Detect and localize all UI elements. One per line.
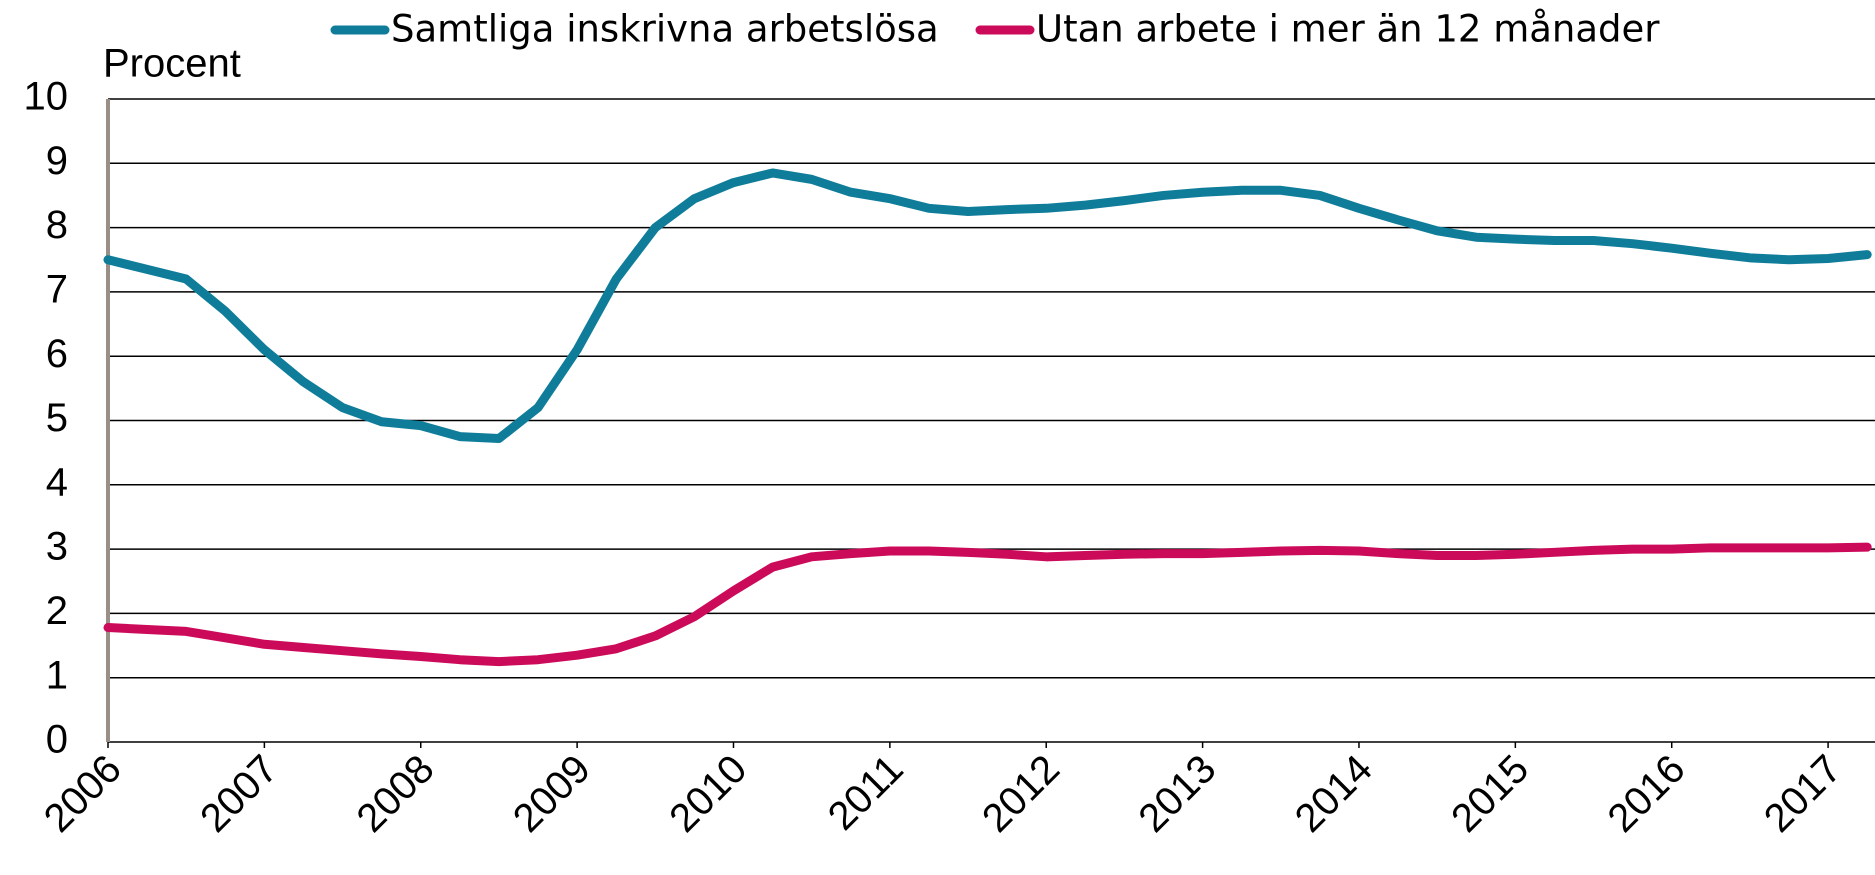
- y-tick-label: 1: [46, 653, 68, 697]
- y-tick-label: 5: [46, 396, 68, 440]
- y-tick-label: 8: [46, 203, 68, 247]
- data-line: [103, 168, 1872, 444]
- y-tick-label: 10: [24, 75, 69, 119]
- x-tick-label: 2008: [349, 747, 443, 841]
- x-tick-label: 2011: [820, 747, 912, 839]
- x-tick-label: 2016: [1600, 747, 1694, 841]
- y-tick-label: 2: [46, 589, 68, 633]
- y-tick-label: 9: [46, 139, 68, 183]
- legend-label: Utan arbete i mer än 12 månader: [1036, 8, 1660, 51]
- y-tick-label: 0: [46, 718, 68, 762]
- y-tick-label: 6: [46, 332, 68, 376]
- x-tick-label: 2010: [661, 747, 755, 841]
- legend-label: Samtliga inskrivna arbetslösa: [391, 8, 939, 51]
- x-tick-label: 2015: [1443, 747, 1537, 841]
- data-line: [103, 542, 1872, 667]
- y-tick-label: 3: [46, 525, 68, 569]
- x-tick-label: 2017: [1756, 747, 1850, 841]
- x-tick-label: 2012: [974, 747, 1068, 841]
- y-tick-label: 7: [46, 267, 68, 311]
- y-axis-label: Procent: [103, 42, 241, 86]
- x-tick-label: 2007: [192, 747, 286, 841]
- x-tick-label: 2009: [505, 747, 599, 841]
- y-tick-label: 4: [46, 460, 68, 504]
- x-tick-label: 2013: [1130, 747, 1224, 841]
- x-tick-label: 2014: [1287, 747, 1381, 841]
